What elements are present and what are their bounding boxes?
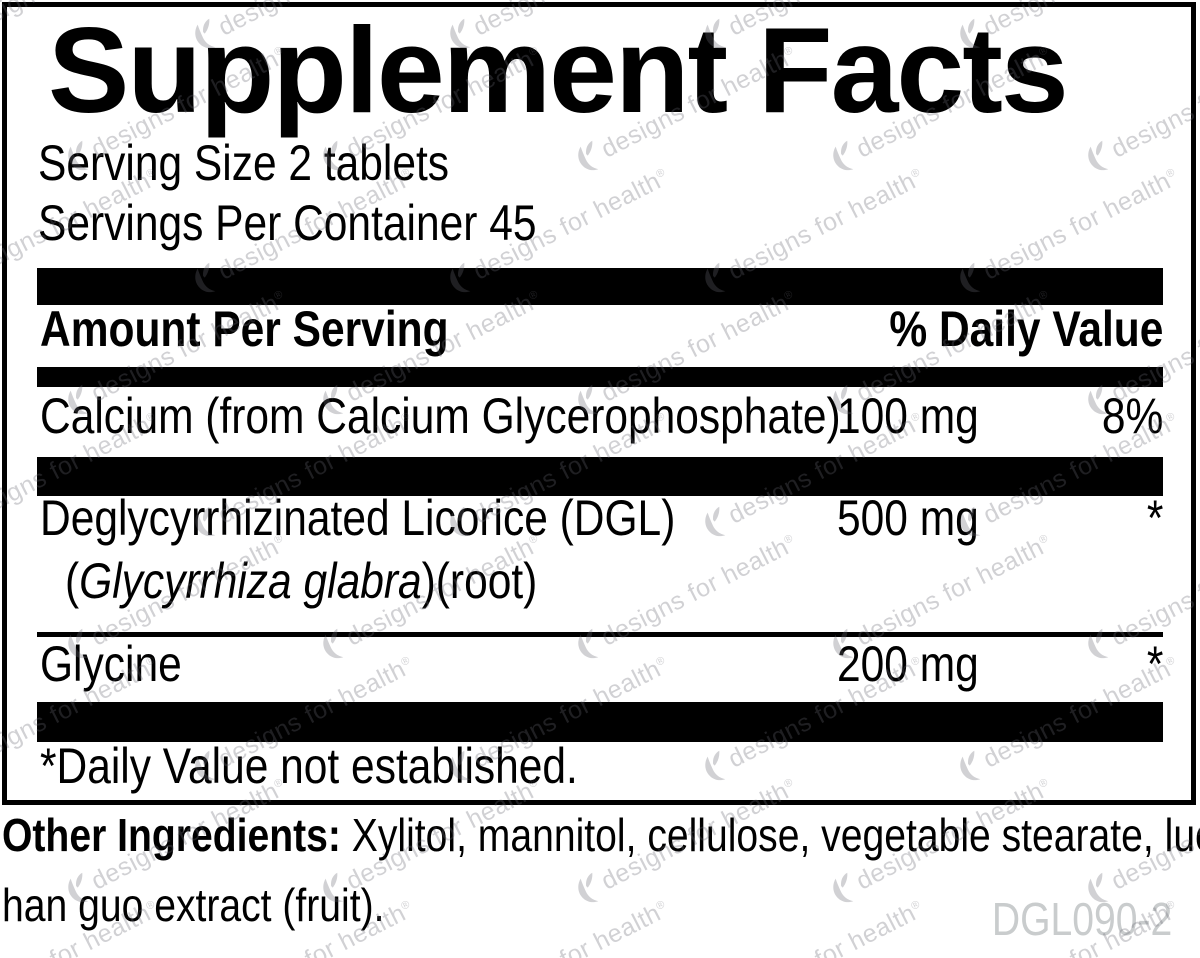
table-row-glycine: Glycine 200 mg *	[40, 638, 1163, 690]
ingredient-name: Glycine	[40, 636, 182, 692]
table-row-calcium: Calcium (from Calcium Glycerophosphate) …	[40, 390, 1163, 442]
other-ingredients: Other Ingredients: Xylitol, mannitol, ce…	[2, 800, 1200, 940]
divider-thin	[37, 632, 1163, 637]
servings-per-container-line: Servings Per Container 45	[38, 195, 537, 251]
other-ingredients-line1: Other Ingredients: Xylitol, mannitol, ce…	[2, 809, 1200, 861]
divider-thick-mid	[37, 457, 1163, 496]
serving-size-line: Serving Size 2 tablets	[38, 135, 450, 191]
divider-thick-bottom	[37, 702, 1163, 742]
botanical-name-italic: Glycyrrhiza glabra	[79, 553, 422, 609]
panel-border	[2, 2, 1196, 805]
page-title: Supplement Facts	[48, 2, 1069, 138]
amount-per-serving-header: Amount Per Serving	[40, 301, 449, 357]
other-ingredients-label: Other Ingredients:	[2, 809, 341, 861]
daily-value-footnote: *Daily Value not established.	[40, 738, 578, 794]
table-row-dgl: Deglycyrrhizinated Licorice (DGL) 500 mg…	[40, 492, 1163, 544]
ingredient-name: Deglycyrrhizinated Licorice (DGL)	[40, 490, 676, 546]
other-ingredients-line2: han guo extract (fruit).	[2, 879, 385, 931]
ingredient-name: Calcium (from Calcium Glycerophosphate)	[40, 388, 841, 444]
divider-under-header	[37, 367, 1163, 387]
botanical-name-line: (Glycyrrhiza glabra)(root)	[65, 553, 538, 609]
table-header-row: Amount Per Serving % Daily Value	[40, 303, 1163, 355]
serving-info: Serving Size 2 tablets Servings Per Cont…	[38, 133, 624, 253]
ingredient-daily-value: 8%	[1101, 388, 1163, 444]
ingredient-daily-value: *	[1146, 636, 1163, 692]
product-code: DGL090-2	[991, 893, 1172, 945]
ingredient-amount: 500 mg	[837, 490, 979, 546]
divider-thick-top	[37, 268, 1163, 305]
ingredient-daily-value: *	[1146, 490, 1163, 546]
ingredient-amount: 200 mg	[837, 636, 979, 692]
daily-value-header: % Daily Value	[888, 301, 1163, 357]
ingredient-amount: 100 mg	[837, 388, 979, 444]
